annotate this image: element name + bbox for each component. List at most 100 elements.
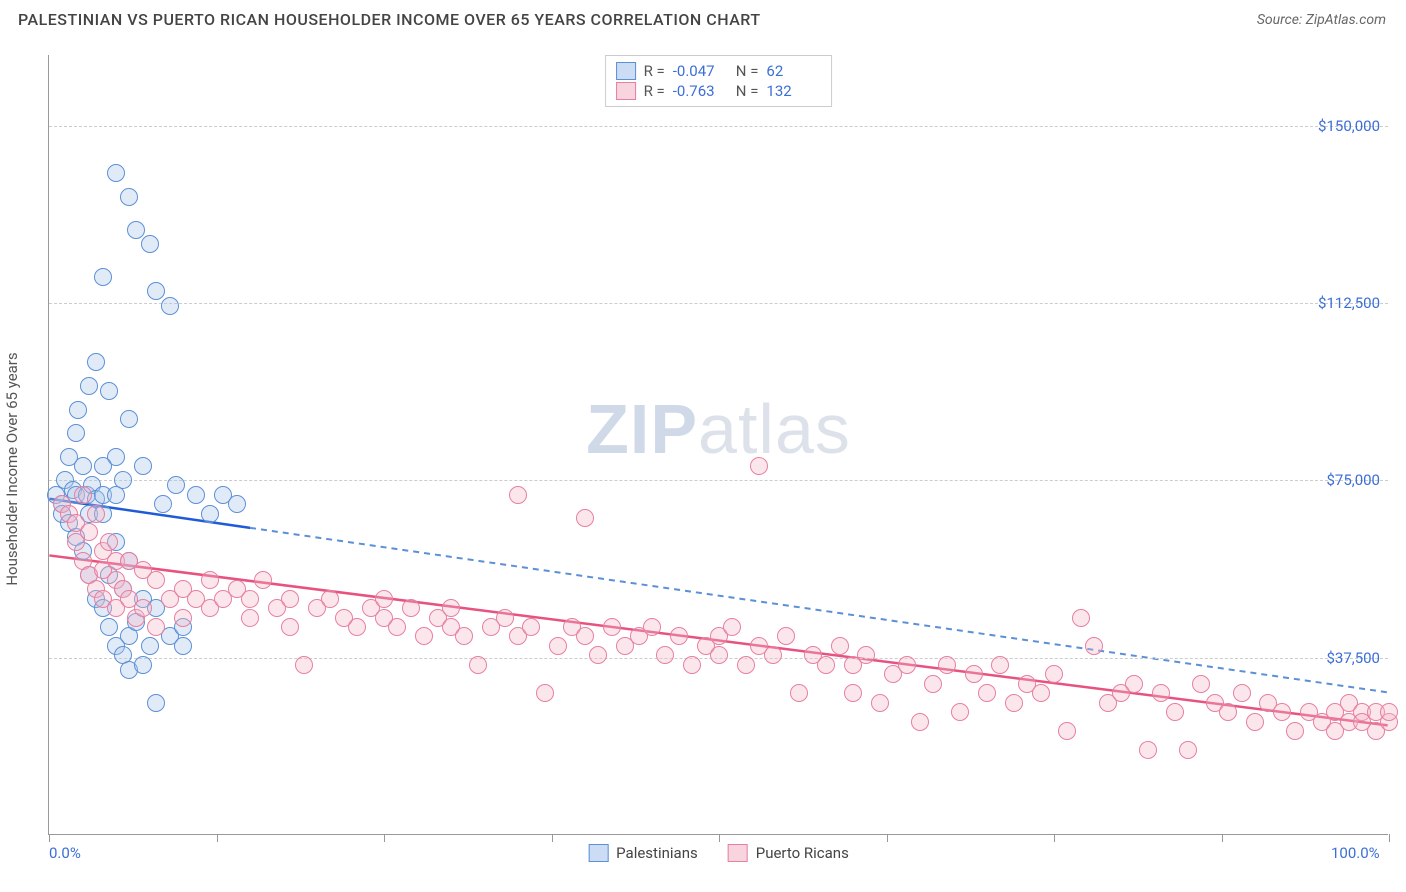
correlation-legend: R =-0.047N =62R =-0.763N =132 xyxy=(605,55,833,107)
data-point xyxy=(1085,637,1103,655)
data-point xyxy=(871,694,889,712)
source-attribution: Source: ZipAtlas.com xyxy=(1257,12,1386,28)
data-point xyxy=(241,590,259,608)
chart-header: PALESTINIAN VS PUERTO RICAN HOUSEHOLDER … xyxy=(0,0,1406,35)
data-point xyxy=(87,353,105,371)
legend-swatch xyxy=(588,844,608,862)
data-point xyxy=(147,571,165,589)
legend-series-name: Palestinians xyxy=(616,844,698,862)
x-tick xyxy=(719,834,720,842)
data-point xyxy=(683,656,701,674)
data-point xyxy=(576,627,594,645)
data-point xyxy=(710,646,728,664)
data-point xyxy=(74,486,92,504)
stat-label-r: R = xyxy=(644,62,665,80)
data-point xyxy=(1380,703,1398,721)
data-point xyxy=(536,684,554,702)
stat-label-r: R = xyxy=(644,82,665,100)
data-point xyxy=(167,476,185,494)
data-point xyxy=(375,590,393,608)
data-point xyxy=(857,646,875,664)
data-point xyxy=(737,656,755,674)
data-point xyxy=(1045,665,1063,683)
data-point xyxy=(1179,741,1197,759)
data-point xyxy=(127,221,145,239)
x-tick xyxy=(384,834,385,842)
data-point xyxy=(670,627,688,645)
data-point xyxy=(147,618,165,636)
data-point xyxy=(965,665,983,683)
data-point xyxy=(764,646,782,664)
data-point xyxy=(1139,741,1157,759)
stat-value-r: -0.047 xyxy=(673,62,728,80)
legend-swatch xyxy=(728,844,748,862)
legend-swatch xyxy=(616,62,636,80)
x-tick xyxy=(217,834,218,842)
data-point xyxy=(94,268,112,286)
data-point xyxy=(281,590,299,608)
data-point xyxy=(589,646,607,664)
data-point xyxy=(94,457,112,475)
data-point xyxy=(201,505,219,523)
data-point xyxy=(228,495,246,513)
data-point xyxy=(831,637,849,655)
data-point xyxy=(174,637,192,655)
data-point xyxy=(1058,722,1076,740)
series-legend: PalestiniansPuerto Ricans xyxy=(588,844,849,862)
x-tick xyxy=(1222,834,1223,842)
data-point xyxy=(201,571,219,589)
data-point xyxy=(67,424,85,442)
x-tick-label: 0.0% xyxy=(49,844,81,862)
x-tick xyxy=(49,834,50,842)
data-point xyxy=(174,609,192,627)
data-point xyxy=(147,694,165,712)
chart-title: PALESTINIAN VS PUERTO RICAN HOUSEHOLDER … xyxy=(18,10,761,29)
legend-stat-row: R =-0.047N =62 xyxy=(616,62,822,80)
data-point xyxy=(1072,609,1090,627)
gridline-h xyxy=(49,303,1388,304)
data-point xyxy=(134,599,152,617)
data-point xyxy=(107,164,125,182)
data-point xyxy=(241,609,259,627)
data-point xyxy=(817,656,835,674)
data-point xyxy=(402,599,420,617)
data-point xyxy=(898,656,916,674)
stat-label-n: N = xyxy=(736,62,759,80)
x-tick-label: 100.0% xyxy=(1331,844,1380,862)
legend-item: Palestinians xyxy=(588,844,698,862)
data-point xyxy=(141,235,159,253)
stat-value-n: 132 xyxy=(766,82,821,100)
y-tick-label: $75,000 xyxy=(1326,471,1380,489)
gridline-h xyxy=(49,480,1388,481)
data-point xyxy=(844,684,862,702)
data-point xyxy=(1219,703,1237,721)
data-point xyxy=(134,457,152,475)
data-point xyxy=(80,523,98,541)
x-tick xyxy=(552,834,553,842)
data-point xyxy=(549,637,567,655)
data-point xyxy=(1032,684,1050,702)
data-point xyxy=(911,713,929,731)
chart-container: Householder Income Over 65 years ZIPatla… xyxy=(0,35,1406,885)
stat-value-r: -0.763 xyxy=(673,82,728,100)
data-point xyxy=(978,684,996,702)
y-tick-label: $112,500 xyxy=(1318,294,1380,312)
trend-lines xyxy=(49,55,1388,834)
legend-stat-row: R =-0.763N =132 xyxy=(616,82,822,100)
data-point xyxy=(1192,675,1210,693)
data-point xyxy=(161,297,179,315)
watermark: ZIPatlas xyxy=(586,389,851,469)
data-point xyxy=(750,457,768,475)
data-point xyxy=(187,486,205,504)
data-point xyxy=(777,627,795,645)
data-point xyxy=(69,401,87,419)
data-point xyxy=(509,486,527,504)
x-tick xyxy=(1054,834,1055,842)
data-point xyxy=(120,188,138,206)
data-point xyxy=(1005,694,1023,712)
data-point xyxy=(348,618,366,636)
data-point xyxy=(455,627,473,645)
gridline-h xyxy=(49,126,1388,127)
y-axis-label: Householder Income Over 65 years xyxy=(3,352,21,585)
data-point xyxy=(1246,713,1264,731)
